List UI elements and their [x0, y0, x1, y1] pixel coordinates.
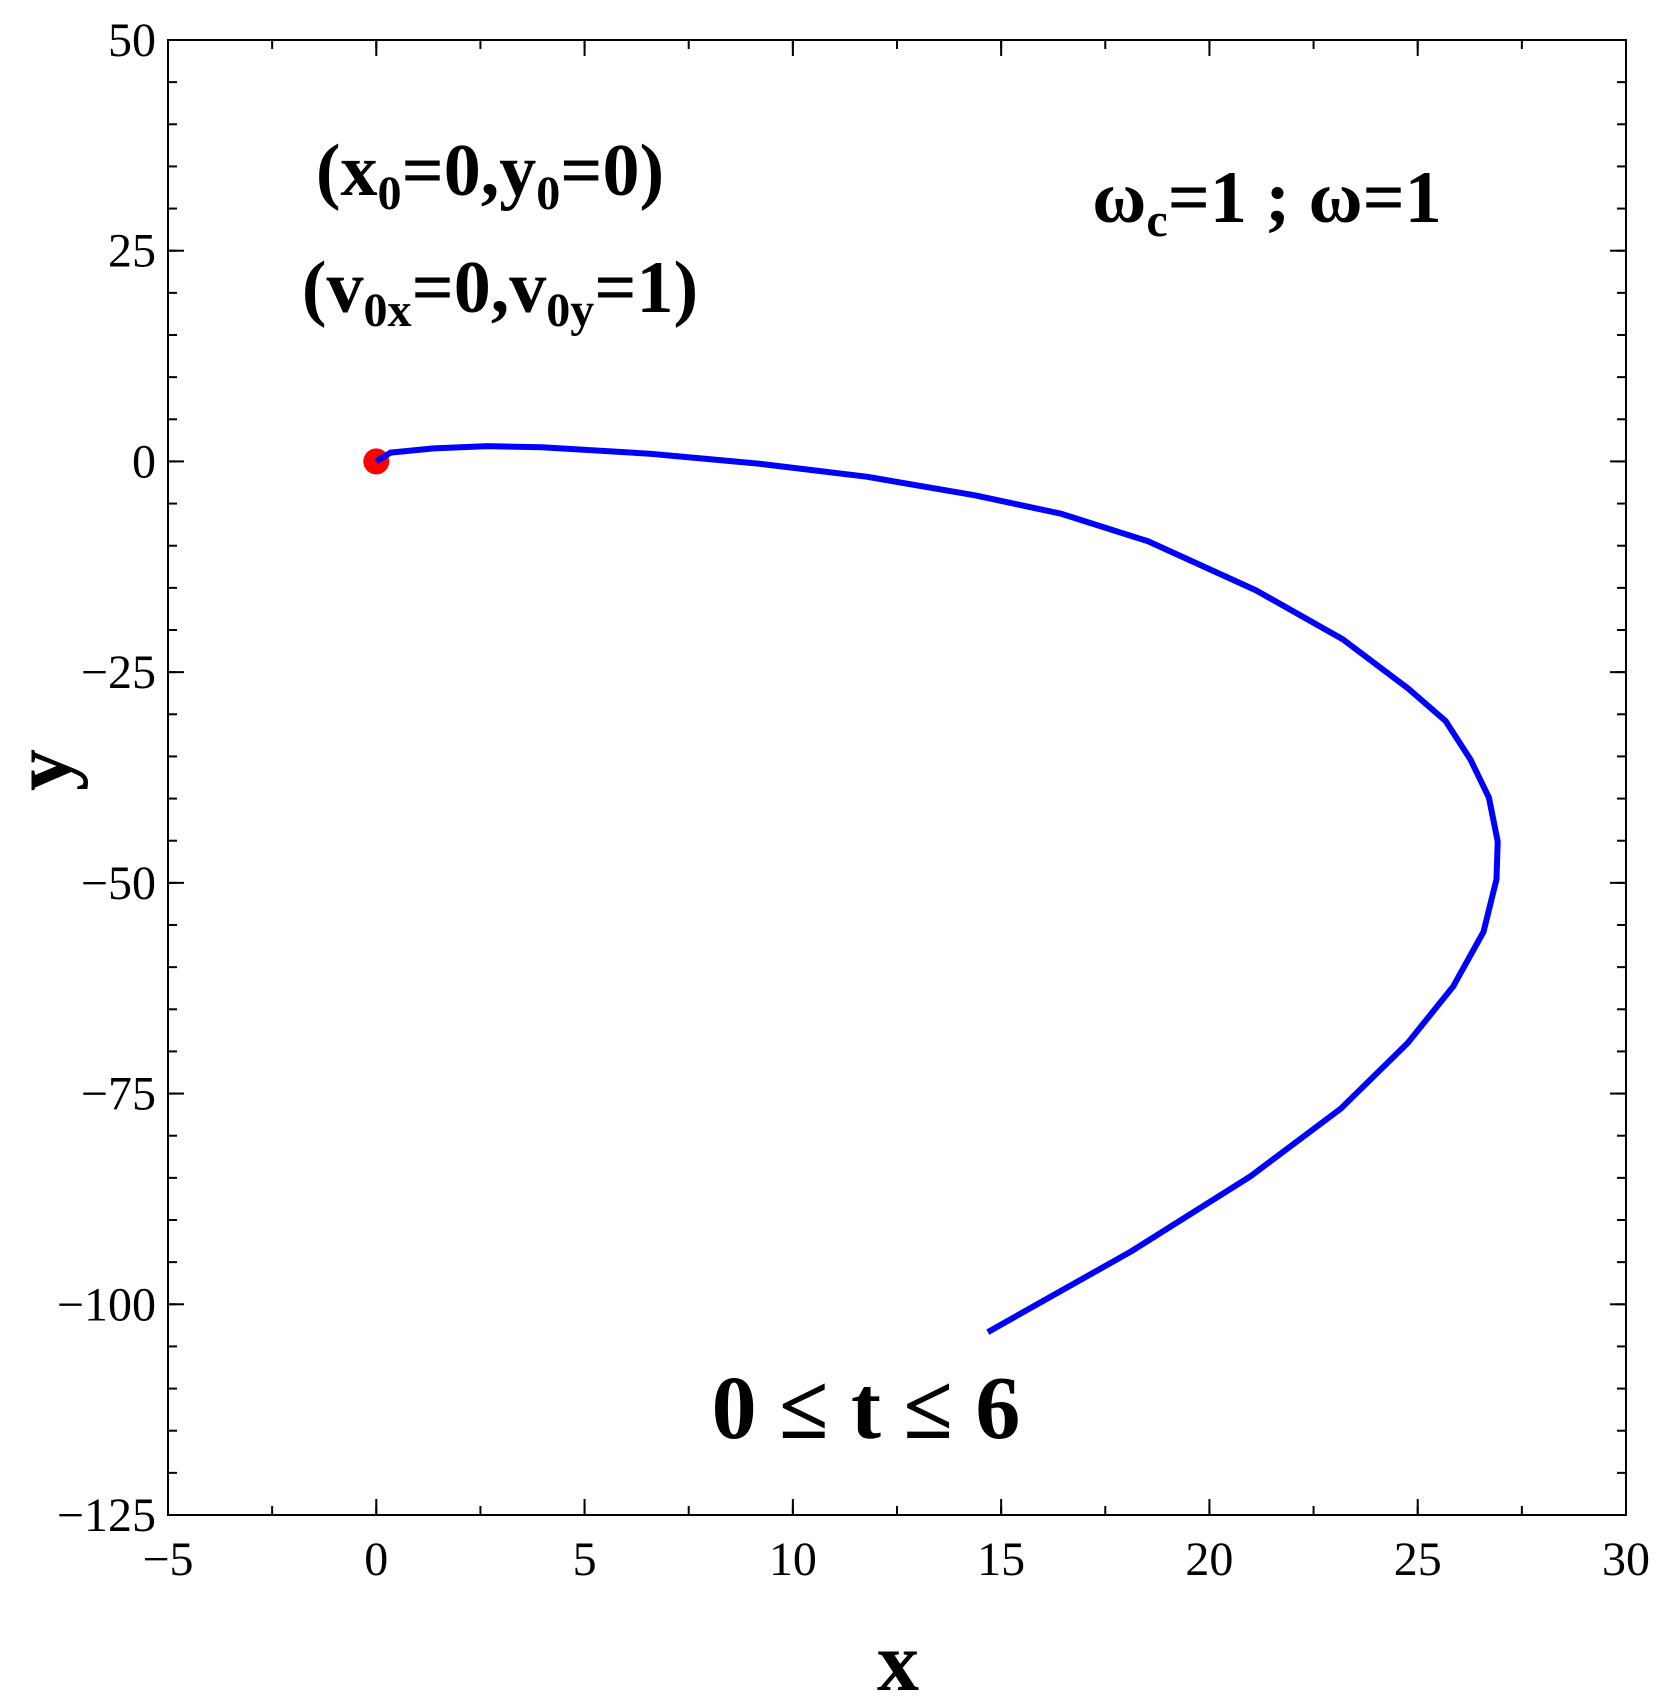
y-tick-label: −75 — [81, 1068, 156, 1121]
trajectory-line — [374, 443, 1501, 1335]
x-tick-label: 25 — [1394, 1533, 1442, 1586]
annotation-text: ω — [1092, 157, 1146, 239]
annotation-text: =0,v — [412, 247, 547, 329]
annotation-text: =0,y — [402, 130, 537, 212]
x-tick-label: 10 — [769, 1533, 817, 1586]
annotation: (v0x=0,v0y=1) — [302, 247, 698, 337]
y-tick-label: 50 — [108, 14, 156, 67]
y-tick-label: −25 — [81, 646, 156, 699]
x-axis-label: x — [877, 1616, 919, 1705]
x-tick-label: 0 — [364, 1533, 388, 1586]
x-tick-label: 15 — [977, 1533, 1025, 1586]
annotation-subscript: 0x — [363, 284, 411, 337]
x-tick-label: 30 — [1602, 1533, 1650, 1586]
annotation: ωc=1 ; ω=1 — [1092, 157, 1442, 247]
annotation-text: =0) — [560, 130, 664, 212]
y-tick-label: 0 — [132, 435, 156, 488]
annotation: (x0=0,y0=0) — [316, 130, 664, 220]
plot-frame — [167, 39, 1627, 1516]
annotation-text: =1 ; ω=1 — [1168, 157, 1442, 239]
y-tick-label: −100 — [57, 1278, 156, 1331]
y-tick-label: −50 — [81, 857, 156, 910]
annotation-subscript: 0y — [546, 284, 594, 337]
annotation: 0 ≤ t ≤ 6 — [712, 1359, 1021, 1458]
annotation-text: =1) — [594, 247, 698, 329]
annotation-text: 0 ≤ t ≤ 6 — [712, 1359, 1021, 1458]
annotation-subscript: c — [1146, 194, 1167, 247]
annotation-text: (x — [316, 130, 378, 212]
x-tick-label: 5 — [573, 1533, 597, 1586]
annotation-text: (v — [302, 247, 364, 329]
y-tick-label: 25 — [108, 225, 156, 278]
y-axis-label: y — [0, 749, 89, 791]
x-tick-label: −5 — [142, 1533, 193, 1586]
y-tick-label: −125 — [57, 1489, 156, 1542]
annotation-subscript: 0 — [378, 167, 402, 220]
annotation-subscript: 0 — [536, 167, 560, 220]
x-tick-label: 20 — [1185, 1533, 1233, 1586]
